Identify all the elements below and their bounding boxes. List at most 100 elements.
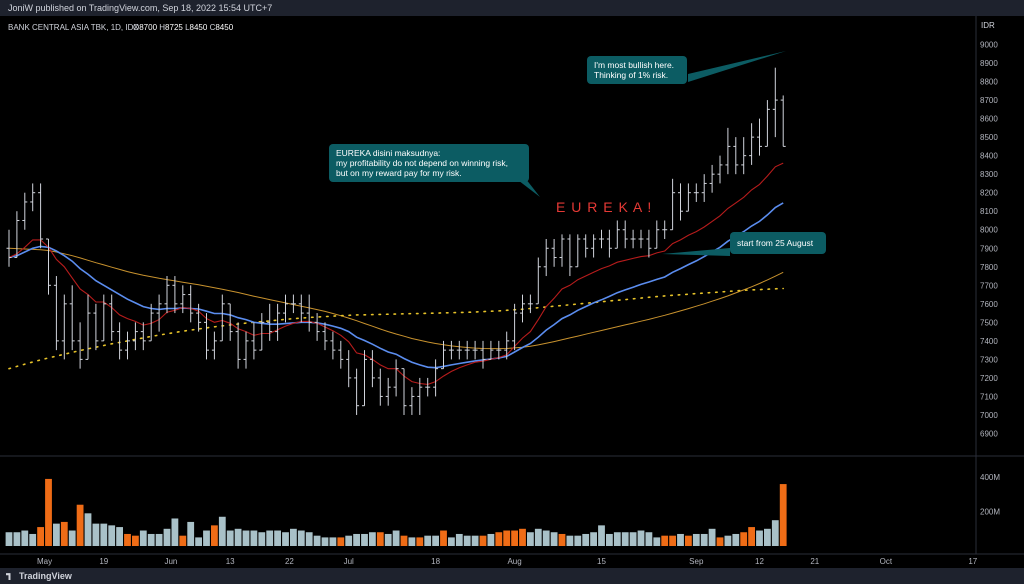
ohlc-bar [93, 303, 99, 351]
ohlc-bar [243, 331, 249, 369]
august-note: start from 25 August [730, 232, 826, 254]
volume-bar [116, 527, 123, 546]
volume-bar [558, 533, 566, 546]
time-tick-label: 13 [226, 557, 235, 566]
volume-bar [440, 530, 447, 546]
time-tick-label: Oct [880, 557, 893, 566]
volume-bar [124, 533, 131, 546]
legend-l-value: 8450 [190, 23, 208, 32]
volume-bar [5, 532, 13, 546]
ma-slow-line [8, 247, 784, 350]
ohlc-bar [30, 183, 36, 212]
ohlc-bar [764, 100, 770, 147]
ohlc-bar [480, 340, 486, 369]
volume-bar [361, 533, 368, 546]
volume-bar [139, 530, 147, 546]
ohlc-bar [227, 303, 233, 341]
ohlc-bar [259, 313, 265, 351]
ohlc-bar [204, 313, 209, 360]
volume-bar [171, 518, 179, 546]
volume-bar [45, 478, 52, 546]
ohlc-bar [101, 294, 107, 342]
volume-bar [147, 533, 155, 546]
ema-fast-line [8, 162, 784, 385]
volume-bar [653, 537, 661, 546]
ohlc-bar [148, 303, 154, 342]
bullish-note: I'm most bullish here. Thinking of 1% ri… [587, 56, 687, 84]
volume-bar [455, 533, 463, 546]
chart-area[interactable]: 6900 7000 7100 7200 7300 7400 7500 7600 7700 7800… [0, 16, 1024, 568]
volume-bar [187, 521, 195, 546]
ohlc-bar [117, 322, 123, 360]
price-tick-label: 7600 [980, 300, 998, 309]
volume-bar [732, 533, 740, 546]
time-tick-label: 19 [99, 557, 108, 566]
ohlc-bar [488, 340, 494, 360]
tradingview-logo[interactable]: TradingView [6, 568, 72, 584]
volume-bar [621, 532, 629, 546]
time-tick-label: Jun [164, 557, 177, 566]
ohlc-bar [85, 294, 91, 360]
volume-bar [503, 530, 511, 546]
volume-bar [692, 533, 700, 546]
volume-bar [203, 530, 210, 546]
time-tick-label: 18 [431, 557, 440, 566]
time-tick-label: Jul [344, 557, 354, 566]
ohlc-bar [14, 211, 20, 259]
ohlc-bar [140, 322, 146, 351]
ohlc-bar [314, 313, 320, 341]
legend-o-label: O [133, 23, 139, 32]
price-tick-label: 8200 [980, 189, 998, 198]
time-axis: May 19 Jun 13 22 Jul 18 Aug 15 Sep 12 21 Oct 17 [37, 557, 978, 566]
grid [0, 455, 1024, 555]
volume-tick-label: 400M [980, 473, 1000, 482]
volume-bar [550, 532, 558, 546]
volume-bar [218, 516, 226, 546]
volume-bar [764, 528, 771, 546]
volume-bar [392, 530, 400, 546]
ohlc-bar [622, 220, 628, 249]
volume-bar [669, 535, 676, 546]
price-volume-chart[interactable]: 6900 7000 7100 7200 7300 7400 7500 7600 7700 7800… [0, 16, 1024, 568]
ohlc-bar [709, 164, 715, 193]
ohlc-bar [591, 234, 597, 258]
time-tick-label: 22 [285, 557, 294, 566]
volume-bar [242, 530, 250, 546]
price-tick-label: 6900 [980, 429, 998, 438]
ohlc-bar [654, 220, 660, 249]
ohlc-bar [393, 359, 399, 397]
publisher-bar: JoniW published on TradingView.com, Sep … [0, 0, 1024, 16]
volume-bar [234, 528, 242, 546]
ohlc-bar [180, 285, 186, 314]
ohlc-bar [527, 294, 533, 314]
legend-o-value: 8700 [139, 23, 157, 32]
ohlc-bar [53, 276, 59, 351]
price-tick-label: 8800 [980, 78, 998, 87]
ohlc-bar [662, 220, 668, 239]
ohlc-bar [733, 137, 739, 175]
price-tick-label: 7800 [980, 263, 998, 272]
volume-bar [369, 532, 376, 546]
volume-bar [60, 521, 68, 546]
price-tick-label: 8000 [980, 226, 998, 235]
price-tick-label: 8900 [980, 59, 998, 68]
volume-bar [345, 535, 353, 546]
ohlc-bar [77, 322, 83, 369]
ohlc-bar [6, 229, 12, 267]
volume-bar [76, 504, 84, 546]
moving-averages [8, 162, 784, 385]
ohlc-bar [330, 331, 336, 360]
ohlc-bar [496, 340, 502, 360]
ohlc-bar [757, 118, 762, 156]
ohlc-bar [693, 183, 699, 202]
volume-bar [748, 527, 755, 546]
volume-bar [574, 535, 582, 546]
ohlc-bar [456, 340, 462, 360]
volume-bar [479, 535, 487, 546]
volume-bar [582, 533, 590, 546]
ohlc-bar [504, 331, 510, 360]
ohlc-bar [338, 340, 344, 369]
ohlc-bar [425, 377, 431, 397]
ohlc-bar [322, 322, 328, 351]
time-tick-label: 12 [755, 557, 764, 566]
